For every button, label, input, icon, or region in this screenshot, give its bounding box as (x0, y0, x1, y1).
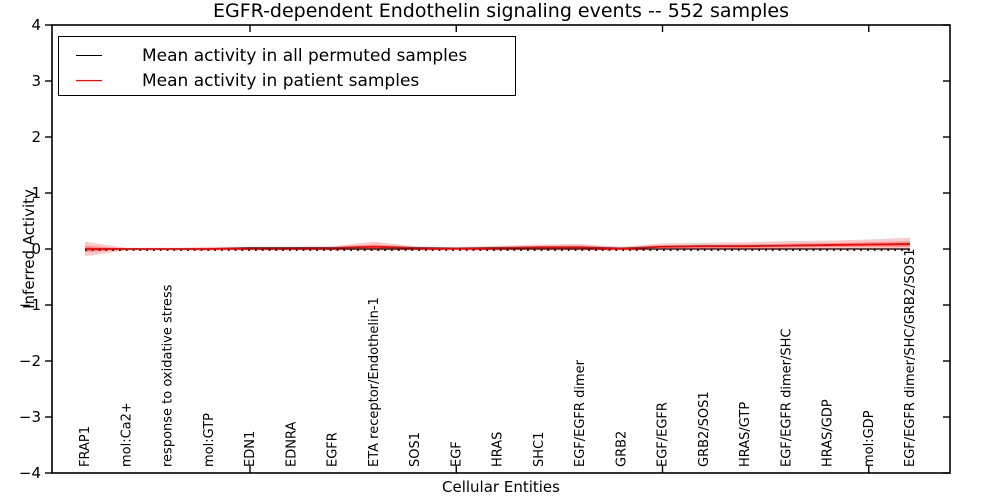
x-category-label: mol:GTP (202, 413, 217, 467)
x-category-label: SOS1 (408, 432, 423, 467)
x-category-label: HRAS/GDP (821, 399, 836, 467)
legend-label-permuted: Mean activity in all permuted samples (142, 45, 468, 66)
x-category-label: HRAS (491, 432, 506, 467)
x-category-label: EDNRA (284, 422, 299, 467)
x-category-label: EGF/EGFR (656, 402, 671, 467)
x-category-label: EGF (449, 441, 464, 467)
y-tick-label: −4 (19, 464, 41, 482)
x-category-label: GRB2/SOS1 (697, 391, 712, 467)
y-tick-label: −2 (19, 352, 41, 370)
y-tick-label: −3 (19, 408, 41, 426)
chart-title: EGFR-dependent Endothelin signaling even… (212, 0, 790, 22)
y-tick-label: 3 (31, 72, 41, 90)
legend-item-patient: Mean activity in patient samples (59, 68, 515, 93)
x-category-label: FRAP1 (78, 426, 93, 467)
y-axis-label: Inferred Activity (20, 189, 38, 309)
x-category-label: EGF/EGFR dimer (573, 359, 588, 467)
y-tick-label: 4 (31, 16, 41, 34)
x-category-label: ETA receptor/Endothelin-1 (367, 297, 382, 467)
y-tick-label: 2 (31, 128, 41, 146)
x-category-label: mol:Ca2+ (119, 402, 134, 467)
x-category-label: GRB2 (614, 431, 629, 467)
x-category-label: EGF/EGFR dimer/SHC (779, 329, 794, 467)
x-category-label: SHC1 (532, 432, 547, 467)
legend-item-permuted: Mean activity in all permuted samples (59, 43, 515, 68)
y-tick-label: 0 (31, 240, 41, 258)
x-axis-label: Cellular Entities (442, 478, 560, 496)
permuted-line-swatch (76, 55, 102, 56)
x-category-label: response to oxidative stress (161, 284, 176, 467)
x-category-label: EGFR (326, 432, 341, 467)
legend-label-patient: Mean activity in patient samples (142, 70, 420, 91)
x-category-label: HRAS/GTP (738, 402, 753, 467)
patient-mean-line (85, 243, 911, 250)
x-category-label: EGF/EGFR dimer/SHC/GRB2/SOS1 (903, 249, 918, 468)
y-tick-label: 1 (31, 184, 41, 202)
x-category-label: mol:GDP (862, 410, 877, 467)
y-tick-label: −1 (19, 296, 41, 314)
x-category-label: EDN1 (243, 431, 258, 467)
patient-line-swatch (76, 80, 102, 81)
legend-box: Mean activity in all permuted samples Me… (58, 36, 516, 96)
